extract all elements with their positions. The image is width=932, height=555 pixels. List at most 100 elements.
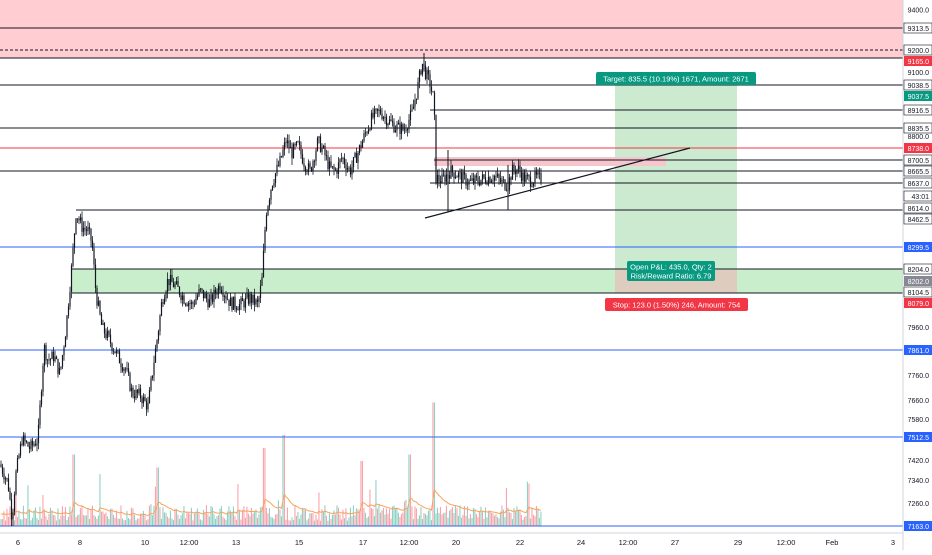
candle xyxy=(171,268,173,283)
volume-bar xyxy=(214,518,216,526)
volume-bar xyxy=(333,510,335,526)
volume-bar xyxy=(315,514,317,526)
volume-bar xyxy=(540,511,542,526)
volume-bar xyxy=(15,480,17,526)
candle xyxy=(72,243,74,268)
price-level-badge[interactable]: 9313.5 xyxy=(903,22,932,34)
price-level-badge[interactable]: 8204.0 xyxy=(903,263,932,275)
candle xyxy=(450,160,452,179)
candle xyxy=(414,93,416,111)
candle xyxy=(424,61,427,81)
price-level-badge[interactable]: 8637.0 xyxy=(903,177,932,189)
price-level-badge[interactable]: 8614.0 xyxy=(903,202,932,214)
candle xyxy=(505,183,508,192)
volume-moving-average xyxy=(0,488,542,517)
candle xyxy=(427,66,430,81)
candle xyxy=(481,170,484,185)
candle xyxy=(498,172,500,185)
volume-bar xyxy=(49,507,51,526)
volume-bar xyxy=(54,515,56,526)
target-label[interactable]: Target: 835.5 (10.19%) 1671, Amount: 267… xyxy=(596,72,756,85)
volume-bar xyxy=(121,518,123,526)
candle xyxy=(16,455,19,473)
trend-line[interactable] xyxy=(424,147,691,219)
candle xyxy=(270,189,272,205)
volume-bar xyxy=(420,507,422,526)
price-level-badge-label: 8104.5 xyxy=(908,290,930,297)
volume-bar xyxy=(21,519,23,526)
price-level-badge[interactable]: 9037.5 xyxy=(904,91,932,101)
candle xyxy=(493,174,496,187)
price-level-badge[interactable]: 9038.5 xyxy=(903,79,932,91)
candle xyxy=(400,121,403,140)
volume-bar xyxy=(225,519,227,526)
volume-bar xyxy=(157,467,159,526)
candle xyxy=(163,294,166,305)
time-tick-label: 8 xyxy=(78,538,82,547)
candle xyxy=(297,140,299,143)
candle xyxy=(189,299,191,311)
volume-bar xyxy=(40,518,42,526)
volume-bar xyxy=(406,508,408,526)
candle xyxy=(351,160,353,180)
price-level-badge-label: 8665.5 xyxy=(908,169,930,176)
volume-bar xyxy=(424,513,426,526)
volume-bar xyxy=(97,515,99,526)
candle xyxy=(159,314,161,336)
candle xyxy=(136,388,139,399)
price-level-badge[interactable]: 8738.0 xyxy=(904,143,932,153)
price-level-badge[interactable]: 7163.0 xyxy=(904,521,932,531)
price-level-badge[interactable]: 8665.5 xyxy=(903,165,932,177)
candle xyxy=(135,385,137,401)
price-level-badge[interactable]: 8462.5 xyxy=(903,213,932,225)
candle xyxy=(337,157,340,179)
price-level-badge[interactable]: 8202.0 xyxy=(904,276,932,286)
price-level-badge[interactable]: 8104.5 xyxy=(903,286,932,298)
price-level-badge[interactable]: 8299.5 xyxy=(904,242,932,252)
pnl-label[interactable]: Open P&L: 435.0, Qty: 2 Risk/Reward Rati… xyxy=(627,261,715,281)
volume-bar xyxy=(304,509,306,526)
volume-bar xyxy=(321,509,323,526)
volume-bar xyxy=(388,509,390,526)
candle xyxy=(514,165,517,181)
volume-bar xyxy=(348,517,350,526)
candle xyxy=(67,303,70,319)
candle xyxy=(288,134,290,154)
target-label-text: Target: 835.5 (10.19%) 1671, Amount: 267… xyxy=(603,75,749,84)
candle xyxy=(186,302,188,307)
candle xyxy=(187,301,190,312)
stop-label[interactable]: Stop: 123.0 (1.50%) 246, Amount: 754 xyxy=(605,298,748,311)
price-level-badge[interactable]: 8079.0 xyxy=(904,298,932,308)
candle xyxy=(364,127,367,138)
volume-bar xyxy=(312,512,314,526)
volume-bar xyxy=(93,515,95,526)
target-box[interactable] xyxy=(615,84,737,270)
candle xyxy=(340,152,343,163)
price-level-badge[interactable]: 9165.0 xyxy=(904,56,932,66)
volume-bar xyxy=(496,516,498,526)
price-level-badge[interactable]: 43:01 xyxy=(903,190,932,202)
candle xyxy=(226,293,229,301)
time-tick-label: 24 xyxy=(577,538,585,547)
volume-bar xyxy=(148,505,150,526)
candle xyxy=(117,349,119,354)
price-tick-label: 7760.0 xyxy=(908,373,930,380)
price-level-badge[interactable]: 7512.5 xyxy=(904,432,932,442)
candle xyxy=(423,53,509,212)
price-level-badge[interactable]: 8835.5 xyxy=(903,122,932,134)
volume-bar xyxy=(63,515,65,526)
price-level-badge[interactable]: 8700.5 xyxy=(903,154,932,166)
price-level-badge[interactable]: 9200.0 xyxy=(903,44,932,56)
volume-bar xyxy=(499,511,501,526)
volume-bar xyxy=(363,507,365,526)
price-level-badge[interactable]: 7861.0 xyxy=(904,345,932,355)
volume-bar xyxy=(142,510,144,526)
price-level-badge[interactable]: 8916.5 xyxy=(903,104,932,116)
volume-bar xyxy=(300,514,302,526)
volume-bar xyxy=(141,513,143,526)
volume-bar xyxy=(84,515,86,526)
candle xyxy=(475,172,478,181)
volume-bar xyxy=(145,520,147,526)
